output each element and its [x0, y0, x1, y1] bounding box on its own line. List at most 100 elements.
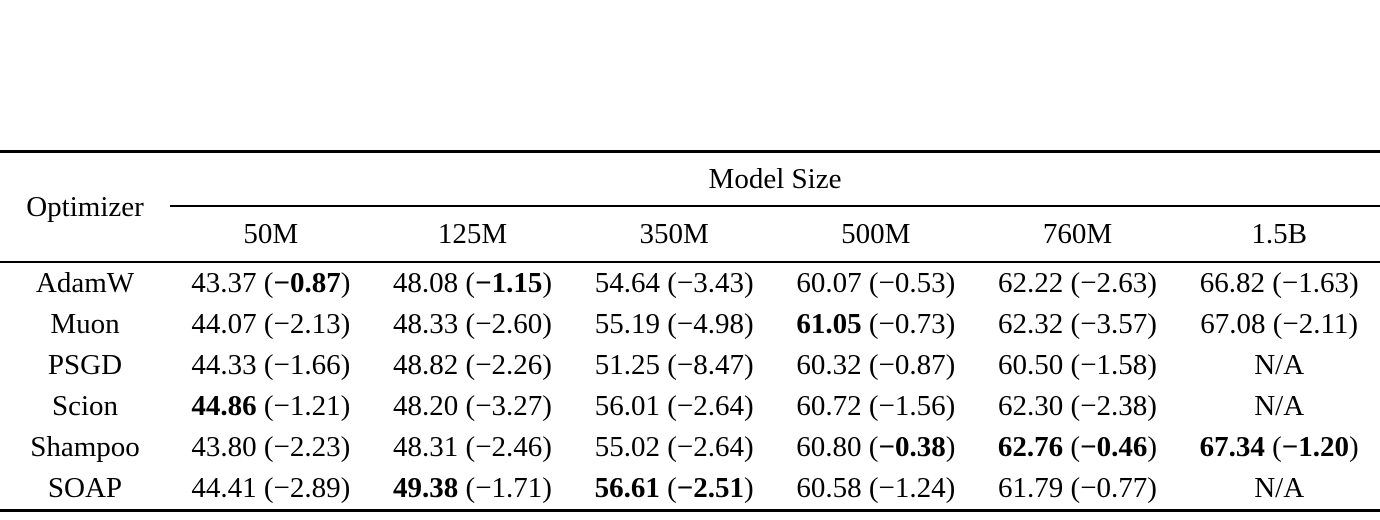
model-size-column-group: Model Size 50M 125M 350M 500M 760M 1.5B	[170, 153, 1380, 261]
score-value: 44.33	[191, 349, 257, 381]
score-delta: −2.63	[1080, 267, 1148, 299]
score-delta: −0.77	[1080, 472, 1148, 504]
score-value: 62.22	[998, 267, 1064, 299]
score-value: 60.50	[998, 349, 1064, 381]
score-value: 60.32	[796, 349, 862, 381]
result-cell: 60.07 (−0.53)	[796, 267, 956, 299]
na-value: N/A	[1254, 472, 1305, 504]
score-value: 60.58	[796, 472, 862, 504]
score-value: 55.19	[594, 308, 660, 340]
table-row: Scion 44.86 (−1.21) 48.20 (−3.27) 56.01 (−2…	[0, 386, 1380, 427]
column-header-label: 50M	[243, 217, 299, 250]
result-cell: 56.61 (−2.51)	[594, 472, 754, 504]
score-value: 49.38	[393, 472, 459, 504]
score-delta: −1.63	[1281, 267, 1349, 299]
optimizer-name: Muon	[50, 308, 120, 340]
score-value: 48.20	[393, 390, 459, 422]
score-value: 60.72	[796, 390, 862, 422]
result-cell: 48.31 (−2.46)	[393, 431, 552, 463]
result-cell: 55.19 (−4.98)	[594, 308, 754, 340]
result-cell: 67.08 (−2.11)	[1200, 308, 1359, 340]
result-cell: 66.82 (−1.63)	[1199, 267, 1359, 299]
score-value: 62.32	[998, 308, 1064, 340]
score-delta: −8.47	[676, 349, 744, 381]
result-cell: 44.07 (−2.13)	[191, 308, 351, 340]
result-cell: 67.34 (−1.20)	[1199, 431, 1359, 463]
result-cell: 48.08 (−1.15)	[392, 267, 553, 299]
score-delta: −0.38	[878, 431, 946, 463]
result-cell: 60.80 (−0.38)	[796, 431, 956, 463]
table-row: Muon 44.07 (−2.13) 48.33 (−2.60) 55.19 (−4.…	[0, 304, 1380, 345]
score-delta: −3.57	[1080, 308, 1148, 340]
score-value: 61.79	[998, 472, 1064, 504]
score-value: 60.80	[796, 431, 862, 463]
score-value: 67.34	[1199, 431, 1265, 463]
result-cell: 44.33 (−1.66)	[191, 349, 351, 381]
result-cell: N/A	[1178, 349, 1380, 382]
table-row: AdamW 43.37 (−0.87) 48.08 (−1.15) 54.64 (−3…	[0, 263, 1380, 304]
score-delta: −2.26	[475, 349, 543, 381]
optimizer-results-table: Optimizer Model Size 50M 125M 350M 500M 760M…	[0, 150, 1380, 512]
optimizer-name: PSGD	[47, 349, 123, 381]
score-value: 43.80	[191, 431, 257, 463]
result-cell: 56.01 (−2.64)	[594, 390, 754, 422]
score-value: 44.07	[191, 308, 257, 340]
score-delta: −2.46	[475, 431, 543, 463]
score-value: 44.41	[191, 472, 257, 504]
result-cell: 55.02 (−2.64)	[594, 431, 754, 463]
score-delta: −3.43	[676, 267, 744, 299]
table-body: AdamW 43.37 (−0.87) 48.08 (−1.15) 54.64 (−3…	[0, 263, 1380, 509]
score-value: 43.37	[191, 267, 257, 299]
score-delta: −0.87	[273, 267, 341, 299]
optimizer-header-label: Optimizer	[26, 190, 144, 223]
score-delta: −2.60	[475, 308, 543, 340]
column-header-label: 1.5B	[1251, 217, 1307, 250]
result-cell: 62.32 (−3.57)	[998, 308, 1157, 340]
score-delta: −4.98	[676, 308, 744, 340]
column-header-label: 125M	[437, 217, 508, 250]
score-value: 66.82	[1199, 267, 1265, 299]
score-delta: −1.15	[475, 267, 543, 299]
score-value: 62.76	[997, 431, 1064, 463]
table-row: PSGD 44.33 (−1.66) 48.82 (−2.26) 51.25 (−8.…	[0, 345, 1380, 386]
score-value: 61.05	[796, 308, 862, 340]
score-value: 60.07	[796, 267, 862, 299]
score-delta: −2.38	[1080, 390, 1148, 422]
score-delta: −1.24	[878, 472, 946, 504]
score-delta: −1.58	[1080, 349, 1148, 381]
result-cell: N/A	[1178, 390, 1380, 423]
na-value: N/A	[1254, 349, 1305, 381]
result-cell: 60.32 (−0.87)	[796, 349, 956, 381]
score-delta: −2.89	[273, 472, 341, 504]
result-cell: 44.41 (−2.89)	[191, 472, 351, 504]
optimizer-name: Scion	[51, 390, 119, 422]
result-cell: 62.30 (−2.38)	[998, 390, 1157, 422]
result-cell: N/A	[1178, 472, 1380, 505]
na-value: N/A	[1254, 390, 1305, 422]
score-value: 48.08	[392, 267, 459, 299]
score-delta: −0.53	[878, 267, 946, 299]
score-delta: −2.11	[1282, 308, 1349, 340]
result-cell: 48.20 (−3.27)	[393, 390, 552, 422]
result-cell: 44.86 (−1.21)	[191, 390, 351, 422]
score-delta: −1.66	[273, 349, 341, 381]
result-cell: 48.33 (−2.60)	[393, 308, 552, 340]
model-size-header-label: Model Size	[708, 162, 842, 195]
score-delta: −1.20	[1281, 431, 1350, 463]
score-delta: −2.64	[676, 390, 744, 422]
result-cell: 49.38 (−1.71)	[393, 472, 552, 504]
score-delta: −0.46	[1080, 431, 1148, 463]
result-cell: 61.05 (−0.73)	[796, 308, 956, 340]
score-value: 44.86	[191, 390, 257, 422]
result-cell: 62.22 (−2.63)	[998, 267, 1157, 299]
score-delta: −2.64	[676, 431, 744, 463]
table-row: SOAP 44.41 (−2.89) 49.38 (−1.71) 56.61 (−2.…	[0, 468, 1380, 509]
score-delta: −1.71	[475, 472, 543, 504]
column-headers-row: 50M 125M 350M 500M 760M 1.5B	[170, 207, 1380, 261]
result-cell: 51.25 (−8.47)	[594, 349, 754, 381]
score-delta: −0.87	[878, 349, 946, 381]
optimizer-header-cell: Optimizer	[0, 153, 170, 261]
result-cell: 48.82 (−2.26)	[393, 349, 552, 381]
optimizer-name: AdamW	[35, 267, 135, 299]
score-delta: −2.23	[273, 431, 341, 463]
